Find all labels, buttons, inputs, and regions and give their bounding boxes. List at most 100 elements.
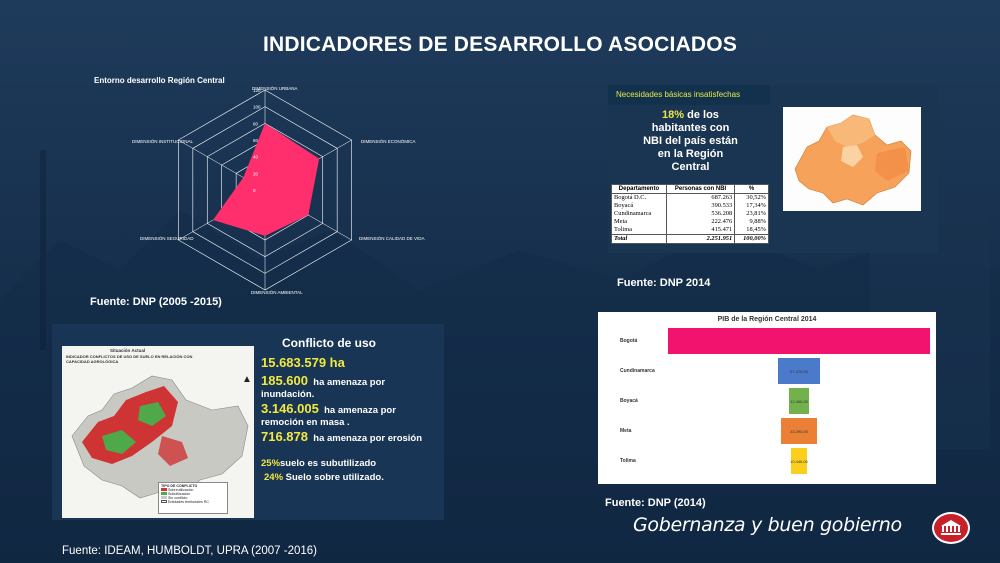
radar-chart: Entorno desarrollo Región Central 120 100… — [88, 70, 433, 300]
pib-category-label: Boyacá — [620, 398, 638, 404]
conflicto-subutilizado: 25%suelo es subutilizado — [261, 458, 436, 470]
pib-data-label: 27.479,00 — [790, 369, 808, 374]
nbi-header: Necesidades básicas insatisfechas — [608, 85, 770, 105]
pib-title: PIB de la Región Central 2014 — [717, 316, 817, 323]
cell: 390.533 — [665, 202, 736, 210]
label: ha amenaza por inundación. — [261, 377, 386, 400]
table-row: Bogotá D.C. 687.263 30,52% — [611, 193, 769, 202]
cell: 536.208 — [665, 210, 736, 218]
label: ha amenaza por erosión — [313, 433, 423, 444]
cell: 415.471 — [665, 226, 736, 235]
nbi-panel: Necesidades básicas insatisfechas 18% de… — [608, 85, 938, 253]
radar-tick-label: 120 — [253, 88, 261, 93]
map-subtitle: Situación Actual — [110, 348, 146, 353]
nbi-table: Departamento Personas con NBI % Bogotá D… — [611, 184, 769, 244]
value: 185.600 — [261, 373, 308, 388]
radar-axis-label: DIMENSIÓN ECONÓMICA — [361, 139, 416, 144]
cell: Tolima — [611, 226, 667, 235]
pib-data-label: 10.446,00 — [790, 459, 808, 464]
radar-tick-label: 80 — [253, 121, 259, 126]
cell: Meta — [611, 218, 667, 226]
cell: 18,45% — [734, 226, 769, 235]
pib-bar — [780, 418, 818, 444]
pib-category-label: Bogotá — [620, 338, 638, 344]
radar-tick-label: 40 — [253, 155, 259, 160]
value: 716.878 — [261, 429, 308, 444]
cell: 100,00% — [734, 234, 769, 244]
radar-tick-label: 20 — [253, 171, 259, 176]
conflicto-inundacion: 185.600 ha amenaza por inundación. — [261, 373, 436, 401]
pib-bar — [668, 328, 930, 354]
legend-item: Entidades territoriales RC — [161, 500, 225, 504]
label: ha amenaza por remoción en masa . — [261, 405, 396, 428]
nbi-line1: de los — [687, 109, 719, 121]
nbi-line4: en la Región — [657, 148, 724, 160]
conflicto-source: Fuente: IDEAM, HUMBOLDT, UPRA (2007 -201… — [62, 545, 318, 557]
conflicto-title: Conflicto de uso — [282, 336, 376, 350]
legend-label: Sobreutilización — [168, 488, 194, 492]
page-title: INDICADORES DE DESARROLLO ASOCIADOS — [262, 33, 738, 56]
table-row: Meta 222.476 9,88% — [611, 218, 769, 226]
svg-text:▲: ▲ — [242, 374, 252, 385]
cell: 2.251.951 — [665, 234, 736, 244]
cell: 17,34% — [734, 202, 769, 210]
pib-bar — [777, 358, 821, 384]
institution-logo — [932, 512, 970, 544]
nbi-line3: NBI del país están — [643, 135, 738, 147]
pib-category-label: Tolima — [620, 458, 636, 464]
nbi-col-header: Departamento — [611, 184, 667, 194]
pib-bar — [790, 448, 808, 474]
pib-data-label: 23.290,00 — [790, 429, 808, 434]
value: 24% — [264, 472, 284, 483]
cell: 9,88% — [734, 218, 769, 226]
legend-item: Sobreutilización — [161, 488, 225, 492]
label: suelo es subutilizado — [280, 458, 377, 469]
cell: Total — [611, 234, 667, 244]
nbi-line5: Central — [671, 161, 710, 173]
radar-tick-label: 0 — [253, 188, 256, 193]
pib-source: Fuente: DNP (2014) — [605, 497, 706, 509]
conflicto-remocion: 3.146.005 ha amenaza por remoción en mas… — [261, 401, 436, 429]
radar-axis-label: DIMENSIÓN AMBIENTAL — [251, 290, 303, 295]
legend-item: Subutilización — [161, 492, 225, 496]
cell: Boyacá — [611, 202, 667, 210]
table-row: Tolima 415.471 18,45% — [611, 226, 769, 235]
cell: Cundinamarca — [611, 210, 667, 218]
radar-source: Fuente: DNP (2005 -2015) — [90, 296, 222, 308]
radar-plot: 120 100 80 60 40 20 0 — [178, 88, 352, 291]
pib-category-label: Cundinamarca — [620, 368, 655, 374]
nbi-map — [783, 107, 921, 211]
pib-category-label: Meta — [620, 428, 632, 434]
legend-title: TIPO DE CONFLICTO — [161, 484, 198, 488]
radar-series-area — [213, 123, 320, 236]
conflicto-erosion: 716.878 ha amenaza por erosión — [261, 429, 436, 445]
cell: 23,81% — [734, 210, 769, 218]
radar-tick-label: 60 — [253, 138, 259, 143]
nbi-line2: habitantes con — [651, 122, 730, 134]
radar-axis-label: DIMENSIÓN CALIDAD DE VIDA — [359, 236, 425, 241]
legend-item: Sin conflicto — [161, 496, 225, 500]
pib-chart: PIB de la Región Central 2014 Bogotá Cund… — [598, 312, 936, 484]
cell: Bogotá D.C. — [611, 193, 667, 202]
label: Suelo sobre utilizado. — [285, 472, 384, 483]
value: 25% — [261, 458, 281, 469]
cell: 30,52% — [734, 193, 769, 202]
table-row: Boyacá 390.533 17,34% — [611, 202, 769, 210]
value: 3.146.005 — [261, 401, 319, 416]
conflicto-total: 15.683.579 ha — [261, 355, 345, 370]
cell: 222.476 — [665, 218, 736, 226]
legend-label: Sin conflicto — [168, 496, 188, 500]
nbi-col-header: Personas con NBI — [665, 184, 736, 194]
pib-bar — [789, 388, 809, 414]
brand-tagline: Gobernanza y buen gobierno — [633, 514, 902, 536]
map-legend: TIPO DE CONFLICTO Sobreutilización Subut… — [158, 482, 228, 514]
nbi-source: Fuente: DNP 2014 — [617, 277, 711, 289]
map-title: INDICADOR CONFLICTOS DE USO DE SUELO EN … — [66, 354, 193, 364]
nbi-col-header: % — [734, 184, 769, 194]
radar-axis-label: DIMENSIÓN SEGURIDAD — [140, 236, 194, 241]
conflicto-map: Situación Actual INDICADOR CONFLICTOS DE… — [62, 346, 254, 518]
conflicto-sobreutilizado: 24% Suelo sobre utilizado. — [264, 472, 439, 484]
cell: 687.263 — [665, 193, 736, 202]
legend-label: Subutilización — [168, 492, 191, 496]
radar-axis-label: DIMENSIÓN INSTITUCIONAL — [132, 139, 194, 144]
